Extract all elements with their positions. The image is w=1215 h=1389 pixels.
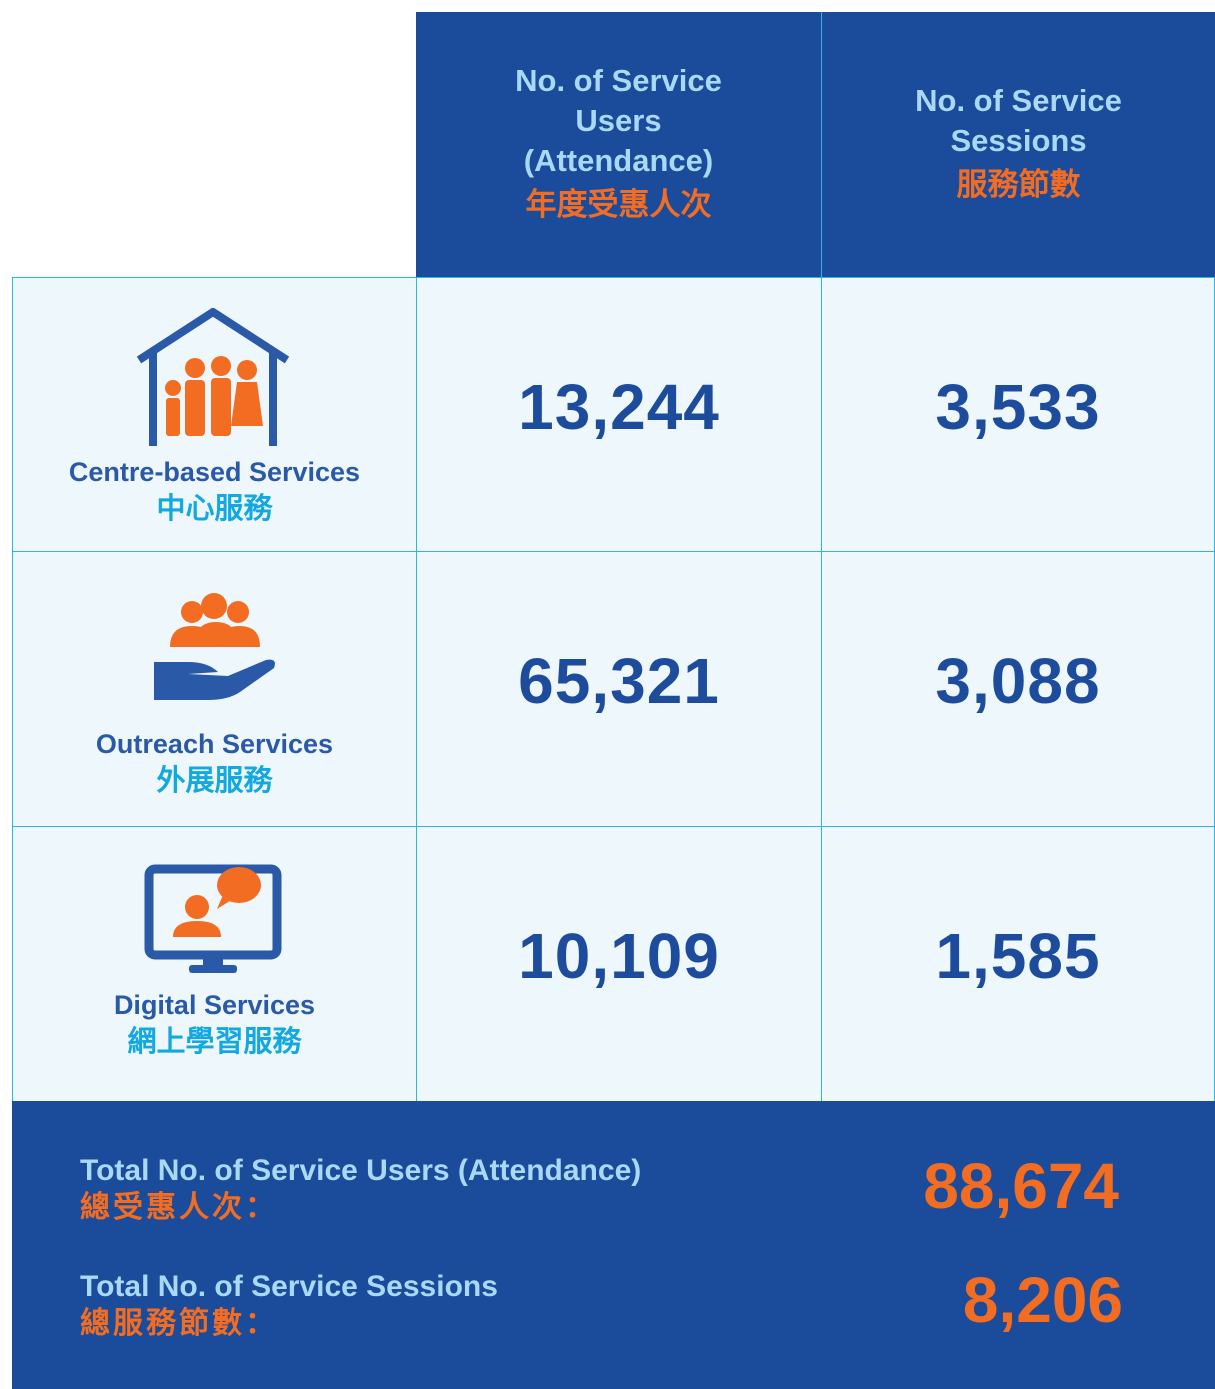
column-title: No. of Service Sessions: [915, 82, 1122, 158]
column-title-zh: 服務節數: [956, 166, 1081, 202]
row-label-cell: Outreach Services 外展服務: [12, 551, 417, 827]
row-label-zh: 中心服務: [156, 493, 273, 525]
sessions-cell: 1,585: [821, 826, 1215, 1102]
users-cell: 13,244: [416, 277, 822, 552]
users-cell: 10,109: [416, 826, 822, 1102]
users-cell: 65,321: [416, 551, 822, 827]
total-label: Total No. of Service Sessions: [80, 1270, 498, 1303]
totals-panel: Total No. of Service Users (Attendance) …: [12, 1101, 1215, 1389]
users-value: 65,321: [518, 645, 720, 717]
digital-icon: [144, 864, 282, 973]
column-title-zh: 年度受惠人次: [525, 186, 712, 222]
sessions-value: 3,088: [935, 645, 1101, 717]
row-label: Digital Services: [113, 990, 316, 1020]
users-value: 13,244: [518, 370, 720, 443]
row-label-zh: 外展服務: [156, 765, 273, 797]
sessions-value: 1,585: [935, 920, 1101, 992]
total-label-zh: 總受惠人次：: [80, 1191, 278, 1224]
sessions-cell: 3,533: [821, 277, 1215, 552]
header-cell: No. of Service Users (Attendance) 年度受惠人次: [416, 12, 821, 277]
users-value: 10,109: [518, 920, 720, 992]
total-label-zh: 總服務節數：: [80, 1307, 278, 1340]
row-label-cell: Digital Services 網上學習服務: [12, 826, 417, 1102]
centre-icon: [136, 308, 290, 446]
row-label: Centre-based Services: [68, 457, 361, 487]
header-cell: No. of Service Sessions 服務節數: [821, 12, 1215, 277]
total-label: Total No. of Service Users (Attendance): [80, 1154, 642, 1187]
total-value: 8,206: [962, 1264, 1123, 1336]
row-label: Outreach Services: [95, 729, 334, 759]
row-label-zh: 網上學習服務: [127, 1026, 302, 1058]
outreach-icon: [154, 593, 275, 700]
row-label-cell: Centre-based Services 中心服務: [12, 277, 417, 552]
sessions-value: 3,533: [935, 370, 1101, 443]
sessions-cell: 3,088: [821, 551, 1215, 827]
column-title: No. of Service Users (Attendance): [515, 62, 722, 178]
total-value: 88,674: [923, 1150, 1119, 1222]
